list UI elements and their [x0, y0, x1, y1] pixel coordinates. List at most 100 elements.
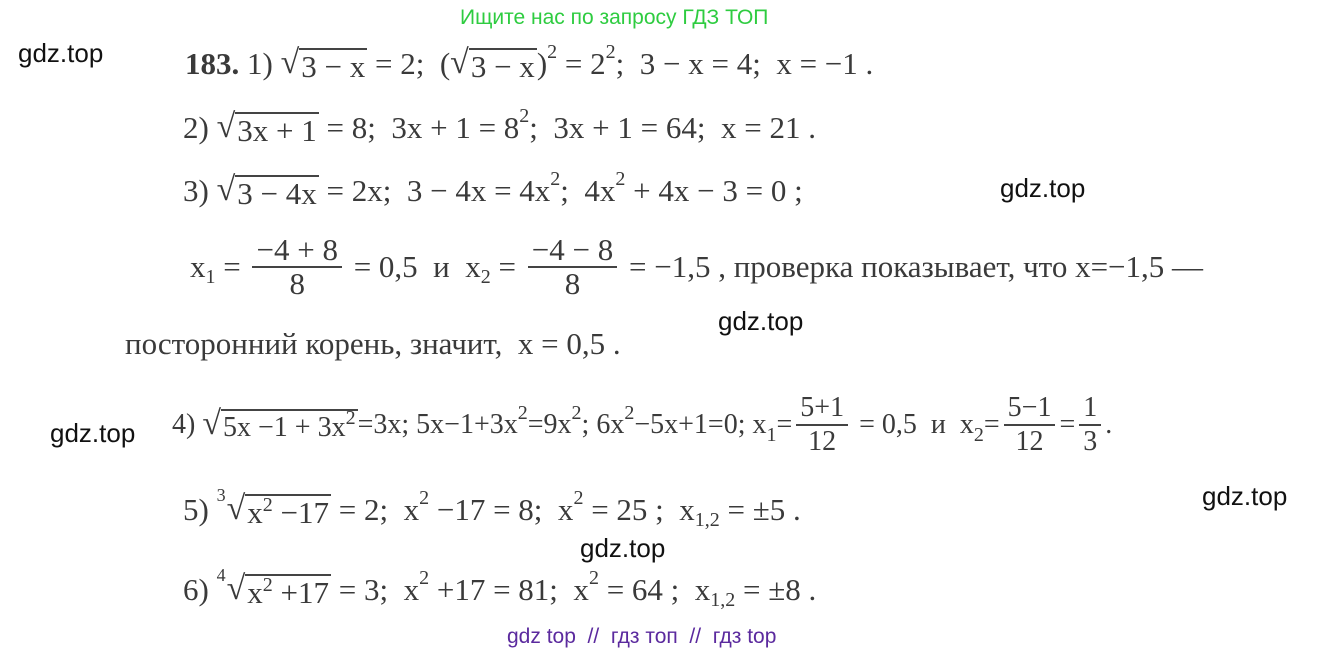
root-index: 4: [216, 565, 226, 585]
problem-number: 183.: [185, 46, 240, 81]
watermark: gdz.top: [50, 418, 136, 448]
radicand: 5x −1 + 3x2: [221, 407, 358, 445]
text: x: [247, 495, 263, 530]
text: = 2x; 3 − 4x = 4x: [318, 173, 551, 208]
denominator: 8: [289, 266, 305, 301]
exponent: 2: [550, 168, 561, 190]
exponent: 2: [624, 402, 635, 424]
exponent: 2: [519, 105, 530, 127]
text: ; 3 − x = 4; x = −1 .: [615, 46, 874, 81]
exponent: 2: [571, 402, 582, 424]
text: = 2; x: [330, 492, 420, 527]
text: +17: [272, 575, 329, 610]
text: = −1,5 , проверка показывает, что x=−1,5…: [621, 249, 1204, 284]
text: +17 = 81; x: [429, 572, 589, 607]
watermark: gdz.top: [1202, 481, 1288, 511]
text: = 2; (: [367, 46, 451, 81]
label: 4): [172, 409, 203, 440]
radicand: 3 − 4x: [235, 175, 319, 211]
text: =3x; 5x−1+3x: [357, 409, 518, 440]
text: −17: [272, 495, 329, 530]
text: = 8; 3x + 1 = 8: [318, 110, 520, 145]
watermark: gdz.top: [18, 38, 104, 68]
text: + 4x − 3 = 0 ;: [625, 173, 803, 208]
radicand: x2 +17: [245, 574, 331, 610]
watermark: gdz.top: [580, 533, 666, 563]
solution-line-3-conclusion: посторонний корень, значит, x = 0,5 .: [125, 326, 621, 361]
text: = 2: [557, 46, 606, 81]
radical: √ 3 − x: [280, 44, 368, 84]
solution-line-3: 3) √ 3 − 4x = 2x; 3 − 4x = 4x 2; 4x 2 + 4x …: [183, 168, 803, 211]
text: =: [983, 409, 1000, 440]
subscript: 2: [973, 424, 984, 446]
solution-line-4: 4) √ 5x −1 + 3x2 =3x; 5x−1+3x 2 =9x 2; 6x 2 −5x…: [172, 392, 1112, 458]
radicand: 3 − x: [468, 48, 537, 84]
denominator: 8: [564, 266, 581, 301]
label: 1): [239, 46, 281, 81]
subscript: 1: [205, 266, 216, 288]
text: x: [465, 249, 481, 284]
radical: √ 3 − x: [450, 44, 537, 84]
bottom-watermark: gdz top // гдз топ // гдз top: [507, 625, 777, 648]
text: =: [215, 249, 249, 284]
radical: √ 3 − 4x: [216, 171, 319, 211]
text: =: [490, 249, 524, 284]
radicand: 3 − x: [299, 48, 368, 84]
text: ; 4x: [560, 173, 616, 208]
text: = ±5 .: [719, 492, 801, 527]
radicand: x2 −17: [245, 494, 331, 530]
denominator: 3: [1083, 426, 1098, 457]
exponent: 2: [517, 402, 528, 424]
subscript: 1: [766, 424, 777, 446]
numerator: 5+1: [796, 392, 849, 426]
fraction: 5−1 12: [1003, 392, 1056, 458]
exponent: 2: [262, 494, 273, 516]
text: =: [1059, 409, 1076, 440]
exponent: 2: [419, 487, 430, 509]
solution-line-1: 183. 1) √ 3 − x = 2; (√ 3 − x) 2 = 2 2; 3 − …: [185, 41, 874, 84]
solution-line-2: 2) √ 3x + 1 = 8; 3x + 1 = 8 2; 3x + 1 = 64…: [183, 105, 816, 148]
top-watermark: Ищите нас по запросу ГДЗ ТОП: [460, 6, 769, 29]
numerator: −4 − 8: [527, 234, 618, 268]
exponent: 2: [573, 487, 584, 509]
text: ): [536, 46, 548, 81]
exponent: 2: [547, 41, 558, 63]
text: −5x+1=0; x: [634, 409, 767, 440]
exponent: 2: [615, 168, 626, 190]
exponent: 2: [345, 407, 356, 429]
text: = 25 ; x: [583, 492, 695, 527]
label: 2): [183, 110, 217, 145]
text: = 0,5 и: [345, 249, 466, 284]
subscript: 2: [480, 266, 491, 288]
radical: √ 5x −1 + 3x2: [202, 405, 358, 445]
text: = 3; x: [330, 572, 420, 607]
text: −17 = 8; x: [429, 492, 574, 527]
label: 3): [183, 173, 217, 208]
text: =: [776, 409, 793, 440]
text: .: [1105, 409, 1113, 440]
text: = ±8 .: [735, 572, 817, 607]
subscript: 1,2: [710, 589, 736, 611]
numerator: −4 + 8: [252, 234, 342, 268]
fourth-root: 4 √ x2 +17: [216, 565, 331, 610]
root-index: 3: [216, 485, 226, 505]
text: = 0,5 и x: [852, 409, 974, 440]
watermark: gdz.top: [1000, 173, 1086, 203]
label: 6): [183, 572, 217, 607]
radical: √ 3x + 1: [216, 108, 319, 148]
text: = 64 ; x: [598, 572, 711, 607]
text: x: [190, 249, 206, 284]
text: x: [247, 575, 263, 610]
exponent: 2: [588, 567, 599, 589]
watermark: gdz.top: [718, 306, 804, 336]
exponent: 2: [262, 574, 273, 596]
label: 5): [183, 492, 217, 527]
text: ; 3x + 1 = 64; x = 21 .: [529, 110, 816, 145]
subscript: 1,2: [694, 509, 720, 531]
cube-root: 3 √ x2 −17: [216, 485, 331, 530]
